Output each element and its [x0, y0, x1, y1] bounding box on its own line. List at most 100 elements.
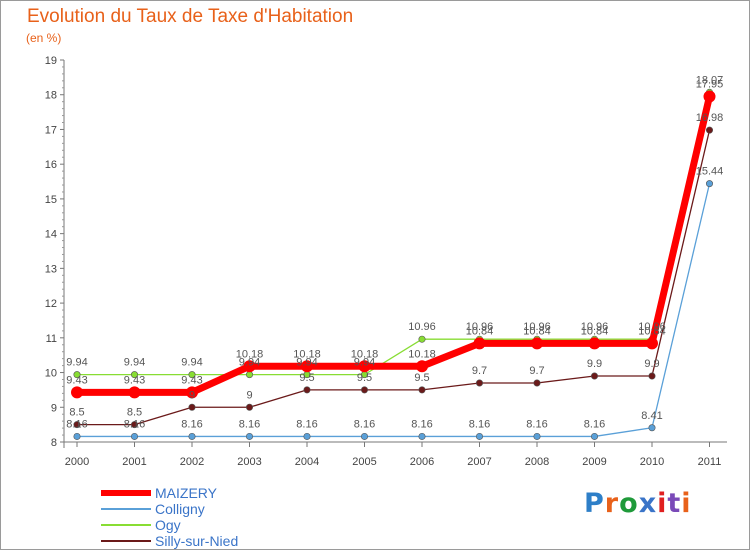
data-label-silly-sur-nied: 9.9: [644, 358, 659, 370]
data-point-maizery: [186, 386, 198, 399]
series-colligny: [73, 180, 713, 440]
data-point-maizery: [243, 360, 256, 373]
x-tick-label: 2004: [295, 456, 319, 468]
y-tick-label: 17: [45, 124, 57, 136]
series-silly-sur-nied: [73, 126, 713, 429]
data-label-ogy: 9.94: [354, 357, 375, 369]
data-point-colligny: [648, 424, 656, 432]
data-label-colligny: 8.16: [296, 418, 317, 430]
data-label-maizery: 9.43: [181, 374, 202, 386]
data-label-silly-sur-nied: 9.5: [414, 372, 429, 384]
data-point-maizery: [588, 337, 601, 350]
data-point-maizery: [358, 360, 371, 373]
data-label-maizery: 9.43: [124, 374, 145, 386]
y-tick-label: 15: [45, 194, 57, 206]
data-label-maizery: 17.95: [696, 78, 724, 90]
logo-letter: P: [584, 488, 605, 519]
data-label-ogy: 9.94: [181, 357, 202, 369]
legend-swatch-colligny: [101, 508, 151, 510]
y-tick-label: 13: [45, 263, 57, 275]
data-label-ogy: 9.94: [239, 357, 260, 369]
legend-swatch-maizery: [101, 490, 151, 496]
logo-letter: r: [604, 488, 620, 519]
y-tick-label: 10: [45, 368, 57, 380]
data-point-ogy: [131, 371, 139, 379]
x-tick-label: 2011: [698, 456, 722, 468]
legend-item-maizery[interactable]: MAIZERY: [101, 485, 238, 501]
y-tick-label: 19: [45, 55, 57, 67]
legend-item-colligny[interactable]: Colligny: [101, 501, 238, 517]
data-point-maizery: [128, 386, 141, 399]
y-tick-label: 11: [46, 333, 57, 345]
x-tick-label: 2000: [65, 456, 89, 468]
data-point-ogy: [188, 371, 196, 379]
data-label-maizery: 10.84: [581, 325, 609, 337]
data-label-silly-sur-nied: 9.5: [299, 372, 314, 384]
data-point-colligny: [705, 180, 713, 188]
legend-swatch-silly-sur-nied: [101, 540, 151, 542]
data-point-maizery: [646, 337, 658, 350]
data-label-ogy: 9.94: [66, 357, 87, 369]
series-ogy: [73, 88, 713, 379]
y-tick-label: 18: [45, 90, 57, 102]
data-point-silly-sur-nied: [246, 403, 254, 411]
x-tick-label: 2002: [180, 456, 204, 468]
data-point-silly-sur-nied: [533, 379, 541, 387]
data-point-colligny: [303, 432, 311, 440]
x-tick-label: 2001: [122, 456, 146, 468]
data-point-silly-sur-nied: [705, 126, 713, 134]
legend-label-colligny: Colligny: [155, 501, 205, 517]
data-label-colligny: 8.16: [411, 418, 432, 430]
series-line-ogy: [77, 92, 711, 376]
data-label-colligny: 8.16: [66, 418, 87, 430]
data-point-ogy: [73, 371, 81, 379]
x-tick-label: 2003: [237, 456, 261, 468]
y-tick-label: 16: [45, 159, 57, 171]
legend: MAIZERY Colligny Ogy Silly-sur-Nied: [101, 485, 238, 549]
data-point-maizery: [531, 337, 543, 350]
data-point-silly-sur-nied: [418, 386, 426, 394]
data-label-maizery: 10.18: [293, 348, 321, 360]
data-label-maizery: 10.18: [236, 348, 264, 360]
logo-letter: o: [619, 488, 639, 519]
series-line-maizery: [77, 95, 713, 396]
data-point-maizery: [301, 360, 313, 373]
data-label-maizery: 10.18: [408, 348, 436, 360]
x-tick-label: 2008: [525, 456, 549, 468]
x-tick-label: 2009: [582, 456, 606, 468]
data-label-ogy: 10.96: [581, 321, 609, 333]
y-tick-label: 12: [45, 298, 57, 310]
data-point-maizery: [416, 360, 428, 373]
y-tick-label: 8: [51, 437, 57, 449]
data-point-ogy: [246, 371, 254, 379]
data-point-silly-sur-nied: [73, 421, 81, 429]
data-label-maizery: 10.84: [466, 325, 494, 337]
data-label-colligny: 15.44: [696, 166, 724, 178]
chart-subtitle: (en %): [26, 31, 62, 45]
data-label-ogy: 10.96: [466, 321, 494, 333]
y-tick-label: 9: [51, 402, 57, 414]
data-label-maizery: 9.43: [66, 374, 87, 386]
data-point-colligny: [73, 432, 81, 440]
data-point-silly-sur-nied: [131, 421, 139, 429]
data-point-silly-sur-nied: [475, 379, 483, 387]
data-label-colligny: 8.16: [239, 418, 260, 430]
legend-item-ogy[interactable]: Ogy: [101, 517, 238, 533]
data-label-silly-sur-nied: 9.5: [357, 372, 372, 384]
data-point-colligny: [188, 432, 196, 440]
legend-item-silly-sur-nied[interactable]: Silly-sur-Nied: [101, 533, 238, 549]
series-line-colligny: [77, 183, 711, 438]
data-label-colligny: 8.16: [354, 418, 375, 430]
data-label-colligny: 8.16: [181, 418, 202, 430]
proxiti-logo: Proxiti: [584, 488, 692, 519]
logo-letter: x: [638, 488, 658, 519]
data-point-ogy: [418, 335, 426, 343]
x-tick-label: 2005: [352, 456, 376, 468]
data-label-ogy: 10.96: [638, 321, 666, 333]
data-label-silly-sur-nied: 9.9: [587, 358, 602, 370]
legend-swatch-ogy: [101, 524, 151, 526]
legend-label-ogy: Ogy: [155, 517, 181, 533]
data-label-silly-sur-nied: 9: [246, 389, 252, 401]
data-point-colligny: [475, 432, 483, 440]
